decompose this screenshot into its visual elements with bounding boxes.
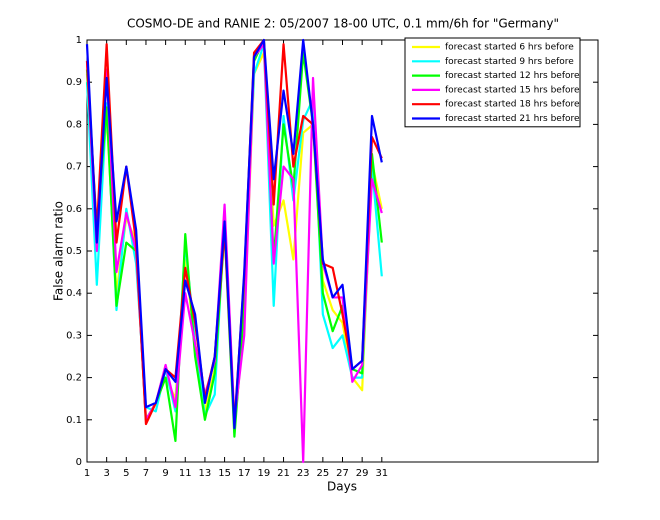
y-tick-label: 0.8 xyxy=(66,119,82,130)
legend-box xyxy=(404,37,581,128)
y-tick-label: 0.4 xyxy=(66,288,82,299)
series-line xyxy=(85,43,383,434)
y-tick-label: 0.6 xyxy=(66,204,82,215)
x-axis-label: Days xyxy=(327,480,357,494)
legend-label: forecast started 6 hrs before xyxy=(445,43,574,53)
y-tick-label: 1 xyxy=(76,35,82,46)
x-tick-label: 27 xyxy=(336,468,349,479)
legend-label: forecast started 15 hrs before xyxy=(445,85,580,95)
x-tick-label: 25 xyxy=(316,468,329,479)
legend-label: forecast started 12 hrs before xyxy=(445,71,580,81)
y-axis-label: False alarm ratio xyxy=(52,201,66,301)
x-tick-label: 13 xyxy=(199,468,212,479)
series-line xyxy=(85,38,383,430)
legend-label: forecast started 21 hrs before xyxy=(445,114,580,124)
x-tick-label: 1 xyxy=(84,468,90,479)
x-tick-label: 21 xyxy=(277,468,290,479)
legend-label: forecast started 18 hrs before xyxy=(445,100,580,110)
x-tick-label: 5 xyxy=(123,468,129,479)
x-tick-label: 7 xyxy=(143,468,149,479)
x-tick-label: 17 xyxy=(238,468,251,479)
x-tick-label: 23 xyxy=(297,468,310,479)
y-tick-label: 0.1 xyxy=(66,415,82,426)
x-tick-label: 29 xyxy=(356,468,369,479)
y-tick-label: 0.5 xyxy=(66,246,82,257)
x-tick-label: 15 xyxy=(218,468,231,479)
x-tick-label: 11 xyxy=(179,468,192,479)
x-tick-label: 31 xyxy=(375,468,388,479)
y-tick-label: 0.2 xyxy=(66,373,82,384)
chart-title: COSMO-DE and RANIE 2: 05/2007 18-00 UTC,… xyxy=(127,17,559,31)
y-tick-label: 0.7 xyxy=(66,162,82,173)
series-line xyxy=(85,43,383,464)
y-tick-label: 0.3 xyxy=(66,330,82,341)
x-tick-label: 3 xyxy=(103,468,109,479)
x-tick-label: 19 xyxy=(258,468,271,479)
y-tick-label: 0.9 xyxy=(66,77,82,88)
legend-label: forecast started 9 hrs before xyxy=(445,57,574,67)
y-tick-label: 0 xyxy=(76,457,82,468)
x-tick-label: 9 xyxy=(162,468,168,479)
